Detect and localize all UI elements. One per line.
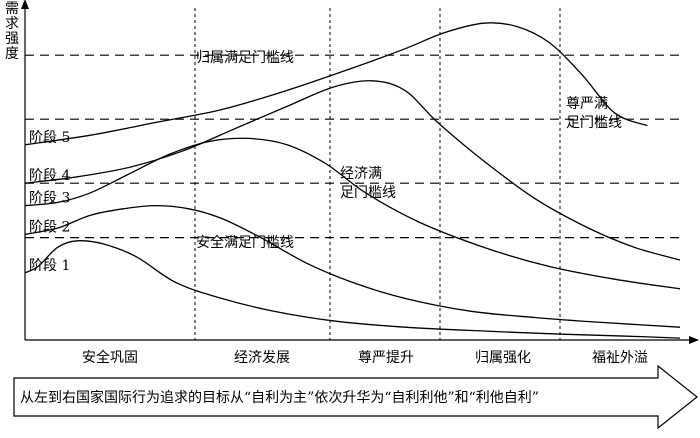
y-axis-label-char: 度 (5, 46, 19, 62)
stage-curve-2 (24, 204, 681, 328)
category-label: 福祉外溢 (592, 350, 648, 366)
stage-curves (24, 22, 681, 339)
category-label: 经济发展 (234, 350, 290, 366)
category-labels: 安全巩固 经济发展 尊严提升 归属强化 福祉外溢 (82, 349, 648, 366)
y-axis-label-char: 强 (5, 31, 19, 47)
stage-label-5: 阶段 5 (29, 130, 70, 146)
axes (21, 0, 699, 344)
stage-label-3: 阶段 3 (29, 191, 70, 207)
category-label: 归属强化 (475, 349, 531, 366)
threshold-annotation: 尊严满 (566, 95, 608, 112)
threshold-annotation: 足门槛线 (566, 115, 622, 131)
arrow-text: 从左到右国家国际行为追求的目标从“自利为主”依次升华为“自利利他”和“利他自利” (20, 389, 539, 406)
phase-dividers (194, 8, 561, 340)
stage-label-1: 阶段 1 (29, 258, 70, 274)
stage-curve-5 (24, 22, 648, 146)
y-axis-label-char: 求 (5, 16, 19, 32)
y-axis-label-char: 需 (5, 1, 19, 17)
category-label: 安全巩固 (82, 349, 138, 366)
stage-curve-3 (24, 137, 681, 290)
arrow-shape (13, 364, 698, 430)
threshold-annotation: 足门槛线 (340, 185, 396, 201)
stage-label-4: 阶段 4 (29, 168, 70, 184)
stage-label-2: 阶段 2 (29, 219, 70, 235)
threshold-lines (25, 54, 680, 239)
stage-curve-1 (24, 240, 681, 339)
threshold-annotation: 归属满足门槛线 (196, 49, 294, 66)
threshold-annotation: 经济满 (340, 166, 382, 182)
stage-curve-4 (24, 80, 681, 261)
threshold-annotation: 安全满足门槛线 (196, 234, 294, 251)
category-label: 尊严提升 (358, 349, 414, 366)
goal-arrow: 从左到右国家国际行为追求的目标从“自利为主”依次升华为“自利利他”和“利他自利” (13, 364, 698, 430)
stage-labels: 阶段 1 阶段 2 阶段 3 阶段 4 阶段 5 (29, 130, 70, 274)
